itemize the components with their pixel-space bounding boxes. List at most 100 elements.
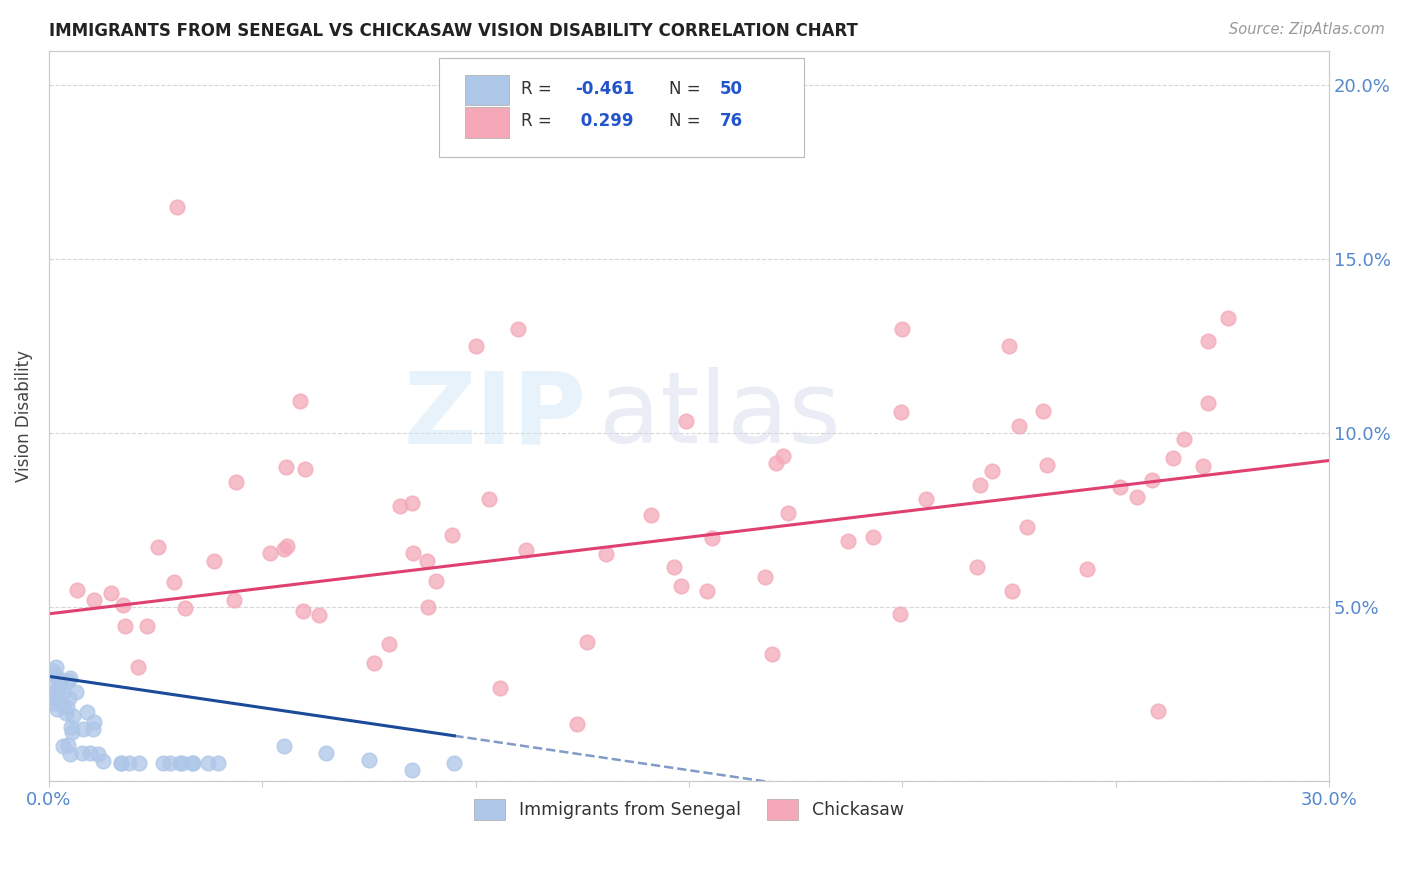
Point <box>207 756 229 771</box>
Point <box>202 554 225 568</box>
Point <box>700 531 723 545</box>
Point <box>292 604 315 618</box>
Point <box>1147 704 1170 718</box>
Text: R =: R = <box>522 112 557 130</box>
Point <box>76 705 98 719</box>
Point <box>696 583 718 598</box>
Point <box>42 697 65 711</box>
Point <box>273 739 295 753</box>
Point <box>640 508 662 523</box>
Point <box>118 756 141 771</box>
Point <box>290 394 312 409</box>
Point <box>42 690 65 704</box>
Point <box>70 746 93 760</box>
Text: N =: N = <box>669 112 706 130</box>
Point <box>146 540 169 554</box>
Point <box>1036 458 1059 472</box>
Point <box>52 698 75 713</box>
Point <box>416 600 439 615</box>
FancyBboxPatch shape <box>465 107 509 137</box>
Point <box>114 619 136 633</box>
Point <box>273 541 295 556</box>
Legend: Immigrants from Senegal, Chickasaw: Immigrants from Senegal, Chickasaw <box>467 791 911 827</box>
Point <box>58 691 80 706</box>
Point <box>567 717 589 731</box>
Point <box>1008 418 1031 433</box>
Point <box>42 673 65 688</box>
Point <box>914 491 936 506</box>
Point <box>778 506 800 520</box>
Point <box>1218 310 1240 325</box>
Point <box>163 574 186 589</box>
Point <box>276 539 298 553</box>
Point <box>377 637 399 651</box>
Point <box>83 593 105 607</box>
Point <box>1173 433 1195 447</box>
Text: ZIP: ZIP <box>404 368 586 464</box>
Point <box>181 756 204 771</box>
Point <box>82 723 104 737</box>
FancyBboxPatch shape <box>440 58 804 156</box>
Point <box>72 722 94 736</box>
Text: 0.299: 0.299 <box>575 112 634 130</box>
Point <box>515 542 537 557</box>
Point <box>443 756 465 771</box>
Point <box>1076 562 1098 576</box>
Point <box>441 527 464 541</box>
Point <box>966 559 988 574</box>
Point <box>60 720 83 734</box>
Point <box>83 714 105 729</box>
Point <box>889 607 911 621</box>
Point <box>363 656 385 670</box>
Text: atlas: atlas <box>599 368 841 464</box>
Point <box>65 685 87 699</box>
Point <box>86 747 108 762</box>
Point <box>110 756 132 771</box>
Point <box>890 405 912 419</box>
Point <box>62 708 84 723</box>
Point <box>159 756 181 771</box>
Point <box>416 554 439 568</box>
Point <box>1161 451 1184 466</box>
Point <box>765 457 787 471</box>
Point <box>308 607 330 622</box>
FancyBboxPatch shape <box>465 75 509 105</box>
Point <box>59 747 82 762</box>
Point <box>100 586 122 600</box>
Point <box>42 688 65 702</box>
Point <box>46 681 69 695</box>
Point <box>59 671 82 685</box>
Point <box>1192 459 1215 474</box>
Text: IMMIGRANTS FROM SENEGAL VS CHICKASAW VISION DISABILITY CORRELATION CHART: IMMIGRANTS FROM SENEGAL VS CHICKASAW VIS… <box>49 22 858 40</box>
Point <box>402 546 425 560</box>
Point <box>754 570 776 584</box>
Point <box>169 756 191 771</box>
Point <box>56 700 79 714</box>
Point <box>464 339 486 353</box>
Point <box>837 534 859 549</box>
Point <box>998 339 1021 353</box>
Text: -0.461: -0.461 <box>575 80 634 98</box>
Point <box>259 546 281 560</box>
Text: 50: 50 <box>720 80 742 98</box>
Point <box>1109 480 1132 494</box>
Point <box>60 725 83 739</box>
Point <box>45 669 67 683</box>
Point <box>862 529 884 543</box>
Point <box>1126 490 1149 504</box>
Point <box>891 322 914 336</box>
Point <box>1197 334 1219 349</box>
Point <box>48 672 70 686</box>
Point <box>42 665 65 679</box>
Point <box>52 739 75 753</box>
Point <box>294 462 316 476</box>
Point <box>152 756 174 771</box>
Point <box>575 635 598 649</box>
Point <box>274 459 297 474</box>
Point <box>761 647 783 661</box>
Point <box>110 756 132 771</box>
Point <box>45 702 67 716</box>
Point <box>1032 404 1054 418</box>
Point <box>425 574 447 589</box>
Point <box>669 579 692 593</box>
